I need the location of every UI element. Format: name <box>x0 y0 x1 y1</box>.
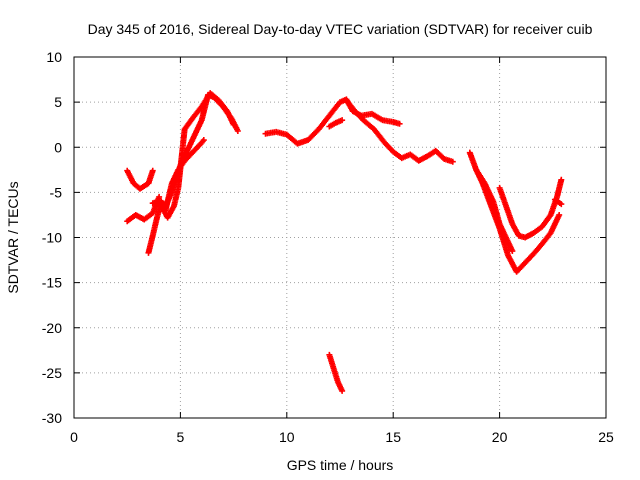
y-tick-label: 0 <box>54 139 62 155</box>
x-tick-label: 15 <box>385 429 401 445</box>
grid <box>74 57 606 418</box>
series-arc-4 <box>149 90 237 221</box>
series-arc-7 <box>326 117 346 130</box>
series-arc-13 <box>551 196 565 208</box>
data-point <box>149 167 156 174</box>
data-point <box>230 121 237 128</box>
data-point <box>556 211 563 218</box>
data-point <box>339 117 346 124</box>
x-tick-label: 25 <box>598 429 614 445</box>
series-arc-5 <box>162 137 207 214</box>
data-point <box>449 158 456 165</box>
y-tick-label: -10 <box>42 230 62 246</box>
y-axis-label: SDTVAR / TECUs <box>5 181 21 293</box>
y-tick-label: -15 <box>42 275 62 291</box>
data-point <box>234 128 241 135</box>
y-tick-label: -5 <box>50 184 63 200</box>
series-arc-11 <box>473 166 516 255</box>
series-arc-1 <box>124 167 156 192</box>
axis-ticks <box>73 56 607 419</box>
x-tick-label: 0 <box>70 429 78 445</box>
x-tick-label: 10 <box>279 429 295 445</box>
data-point <box>200 137 207 144</box>
series-arc-9 <box>326 351 346 394</box>
data-point <box>509 248 516 255</box>
y-tick-label: 5 <box>54 94 62 110</box>
x-tick-label: 20 <box>492 429 508 445</box>
y-tick-label: -30 <box>42 410 62 426</box>
series-arc-8 <box>343 97 456 165</box>
y-tick-label: 10 <box>46 49 62 65</box>
x-axis-label: GPS time / hours <box>287 457 394 473</box>
series-arc-12 <box>496 176 565 241</box>
data-points <box>124 90 565 394</box>
data-point <box>558 201 565 208</box>
data-point <box>396 120 403 127</box>
x-tick-label: 5 <box>177 429 185 445</box>
series-arc-10 <box>466 149 563 275</box>
chart-title: Day 345 of 2016, Sidereal Day-to-day VTE… <box>88 21 593 37</box>
y-tick-label: -25 <box>42 365 62 381</box>
data-point <box>339 387 346 394</box>
data-point <box>558 176 565 183</box>
y-tick-label: -20 <box>42 320 62 336</box>
axis-tick-labels: 0 5 10 15 20 25 10 5 0 -5 -10 -15 -20 -25 -30 <box>42 49 614 445</box>
